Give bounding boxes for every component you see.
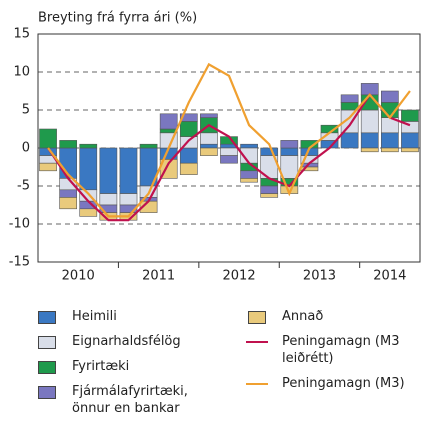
y-tick-label: -5 (17, 179, 30, 194)
bar-segment (360, 83, 379, 96)
bar-segment (179, 162, 198, 175)
bar-segment (220, 155, 238, 164)
legend-item: Peningamagn (M3) (246, 375, 422, 392)
plot-frame (37, 33, 421, 263)
bar-segment (200, 132, 218, 145)
legend-label: Peningamagn (M3) (282, 376, 405, 391)
line-series (47, 62, 411, 218)
legend-label: Peningamagn (M3 leiðrétt) (282, 334, 400, 366)
legend-swatch (246, 383, 268, 385)
bar-segment (39, 162, 57, 172)
line-series (47, 92, 411, 222)
bar-segment (220, 147, 238, 156)
bar-segment (79, 147, 98, 191)
chart: Breyting frá fyrra ári (%) -15 -10 -5 0 5 10 1… (9, 11, 421, 284)
bar-segment (380, 132, 399, 149)
y-tick-label: 0 (22, 141, 30, 156)
legend-label: Heimili (72, 309, 117, 324)
x-tick-label: 2012 (223, 269, 256, 284)
x-tick-label: 2010 (62, 269, 95, 284)
y-tick-label: -15 (9, 255, 30, 270)
y-tick-label: -10 (9, 217, 30, 232)
bar-segment (360, 109, 379, 134)
bar-segment (139, 143, 158, 149)
bar-segment (260, 185, 279, 194)
bar-segment (340, 132, 359, 149)
legend-label: Fyrirtæki (72, 359, 130, 374)
legend-swatch (38, 336, 56, 349)
x-tick-label: 2013 (303, 269, 336, 284)
bar-segment (340, 102, 359, 111)
legend-item: Annað (248, 308, 422, 325)
bar-segment (380, 147, 399, 153)
y-tick-label: 10 (13, 65, 30, 80)
bar-segment (240, 178, 258, 183)
legend-swatch (38, 386, 56, 399)
bar-segment (360, 147, 379, 153)
legend-label: Eignarhaldsfélög (72, 334, 181, 349)
legend-swatch (38, 311, 56, 324)
bar-segment (401, 109, 419, 122)
bar-segment (280, 147, 299, 156)
bar-segment (401, 132, 419, 149)
legend-item: Eignarhaldsfélög (38, 333, 212, 350)
legend-label: Annað (282, 309, 324, 324)
bar-segment (200, 113, 218, 118)
bar-segment (260, 193, 279, 198)
bar-segment (119, 193, 138, 206)
bar-segment (401, 147, 419, 153)
legend-item: Heimili (38, 308, 212, 325)
bar-segment (240, 170, 258, 179)
bar-segment (240, 143, 258, 149)
bar-segment (59, 197, 78, 210)
bar-segment (179, 113, 198, 122)
bar-segment (119, 147, 138, 194)
legend-label: Fjármálafyrirtæki, önnur en bankar (72, 384, 188, 416)
legend-swatch (248, 311, 266, 324)
legend-item: Peningamagn (M3 leiðrétt) (246, 333, 422, 367)
bar-segment (99, 193, 118, 206)
bar-segment (179, 147, 198, 164)
bar-segment (79, 143, 98, 149)
bar-segment (340, 94, 359, 103)
bar-segment (280, 140, 299, 149)
bar-segment (200, 143, 218, 149)
bar-segment (59, 189, 78, 198)
legend-item: Fjármálafyrirtæki, önnur en bankar (38, 383, 212, 417)
bar-segment (179, 121, 198, 137)
bar-segment (159, 113, 178, 130)
x-tick-label: 2014 (373, 269, 406, 284)
bar-segment (360, 132, 379, 149)
bar-segment (79, 208, 98, 217)
bar-segment (380, 90, 399, 103)
bar-segment (99, 147, 118, 194)
chart-title: Breyting frá fyrra ári (%) (38, 11, 197, 26)
legend-swatch (246, 341, 268, 343)
bar-segment (59, 140, 78, 149)
legend-item: Fyrirtæki (38, 358, 212, 375)
y-tick-label: 5 (22, 103, 30, 118)
bar-segment (200, 147, 218, 156)
x-tick-label: 2011 (142, 269, 175, 284)
y-tick-label: 15 (13, 27, 30, 42)
bar-segment (260, 147, 279, 156)
bar-segment (39, 128, 57, 149)
legend-swatch (38, 361, 56, 374)
bar-segment (280, 155, 299, 179)
